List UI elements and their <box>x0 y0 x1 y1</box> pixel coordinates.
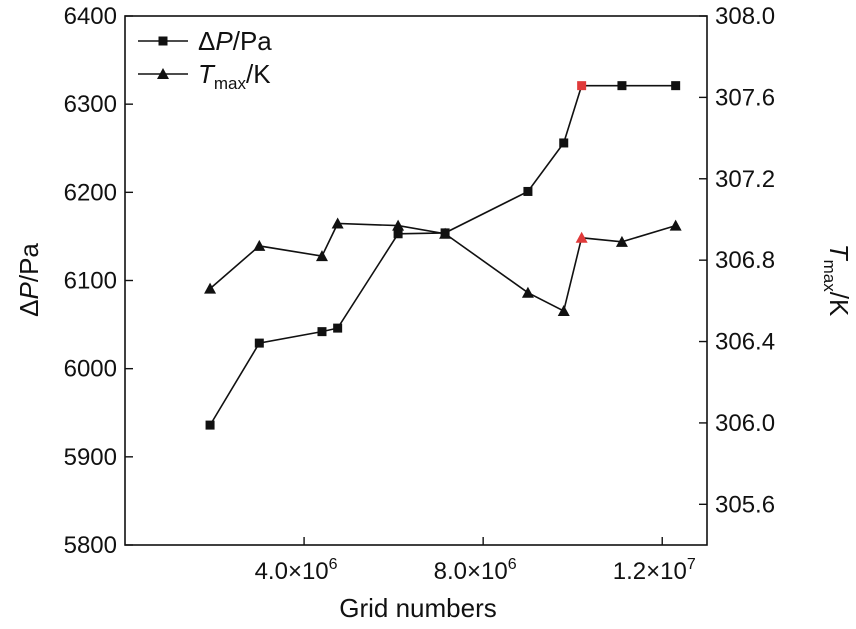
x-tick-exponent: 6 <box>329 556 338 573</box>
temperature-point <box>392 219 405 231</box>
x-axis-title: Grid numbers <box>339 593 497 623</box>
y-right-tick-label: 306.4 <box>715 329 775 356</box>
temperature-point <box>615 235 628 247</box>
temperature-point <box>253 239 266 251</box>
x-tick-mantissa: 1.2×10 <box>613 558 687 585</box>
temperature-point <box>575 231 588 243</box>
y-left-tick-label: 6000 <box>64 356 117 383</box>
y-left-title-prefix: Δ <box>14 300 44 317</box>
pressure-point <box>559 138 569 148</box>
legend-temp-sub: max <box>214 74 247 93</box>
temperature-point <box>331 217 344 229</box>
y-left-tick-label: 5900 <box>64 444 117 471</box>
pressure-point <box>317 327 327 337</box>
legend-marker-pressure <box>158 36 168 46</box>
x-tick-exponent: 6 <box>508 556 517 573</box>
pressure-point <box>205 420 215 430</box>
y-right-title-sub: max <box>820 260 839 293</box>
pressure-point <box>577 81 587 91</box>
y-left-tick-label: 6200 <box>64 179 117 206</box>
plot-frame <box>124 15 708 546</box>
y-right-title-suffix: /K <box>824 292 854 317</box>
y-axis-left-title: ΔP/Pa <box>14 243 44 317</box>
pressure-point <box>523 186 533 196</box>
y-left-title-suffix: /Pa <box>14 243 44 283</box>
y-right-title-var: T <box>824 244 854 262</box>
legend-temp-var: T <box>198 59 216 89</box>
y-left-tick-label: 5800 <box>64 532 117 559</box>
y-left-tick-label: 6400 <box>64 3 117 30</box>
temperature-point <box>557 305 570 317</box>
x-tick-label: 1.2×107 <box>613 556 696 585</box>
legend: ΔP/Pa Tmax/K <box>138 26 272 93</box>
x-tick-mantissa: 8.0×10 <box>434 558 508 585</box>
legend-pressure-suffix: /Pa <box>233 26 273 56</box>
y-left-tick-label: 6300 <box>64 91 117 118</box>
y-right-tick-label: 307.6 <box>715 84 775 111</box>
x-tick-mantissa: 4.0×10 <box>255 558 329 585</box>
x-tick-exponent: 7 <box>687 556 696 573</box>
y-right-tick-label: 308.0 <box>715 3 775 30</box>
pressure-point <box>393 229 403 239</box>
y-left-title-var: P <box>14 282 44 300</box>
y-right-tick-label: 306.8 <box>715 247 775 274</box>
y-right-tick-label: 306.0 <box>715 410 775 437</box>
legend-marker-temperature <box>157 68 169 79</box>
legend-pressure-prefix: Δ <box>198 26 215 56</box>
axis-ticks: 5800 5900 6000 6100 6200 6300 6400 305.6 306.0 30… <box>64 3 775 585</box>
legend-pressure-var: P <box>215 26 233 56</box>
temperature-point <box>315 250 328 262</box>
temperature-point <box>521 286 534 298</box>
temperature-point <box>669 219 682 231</box>
x-tick-label: 4.0×106 <box>255 556 338 585</box>
pressure-point <box>333 323 343 333</box>
pressure-point <box>254 338 264 348</box>
legend-temp-suffix: /K <box>246 59 271 89</box>
pressure-point <box>617 81 627 91</box>
y-right-tick-label: 307.2 <box>715 166 775 193</box>
x-tick-label: 8.0×106 <box>434 556 517 585</box>
series-layer <box>204 81 682 430</box>
y-axis-right-title: Tmax/K <box>820 244 854 317</box>
legend-label-pressure: ΔP/Pa <box>198 26 272 56</box>
temperature-point <box>204 282 217 294</box>
legend-label-temperature: Tmax/K <box>198 59 271 93</box>
y-left-tick-label: 6100 <box>64 268 117 295</box>
temperature-point <box>439 227 452 239</box>
y-right-tick-label: 305.6 <box>715 491 775 518</box>
pressure-point <box>671 81 681 91</box>
series-line-pressure <box>209 84 676 426</box>
